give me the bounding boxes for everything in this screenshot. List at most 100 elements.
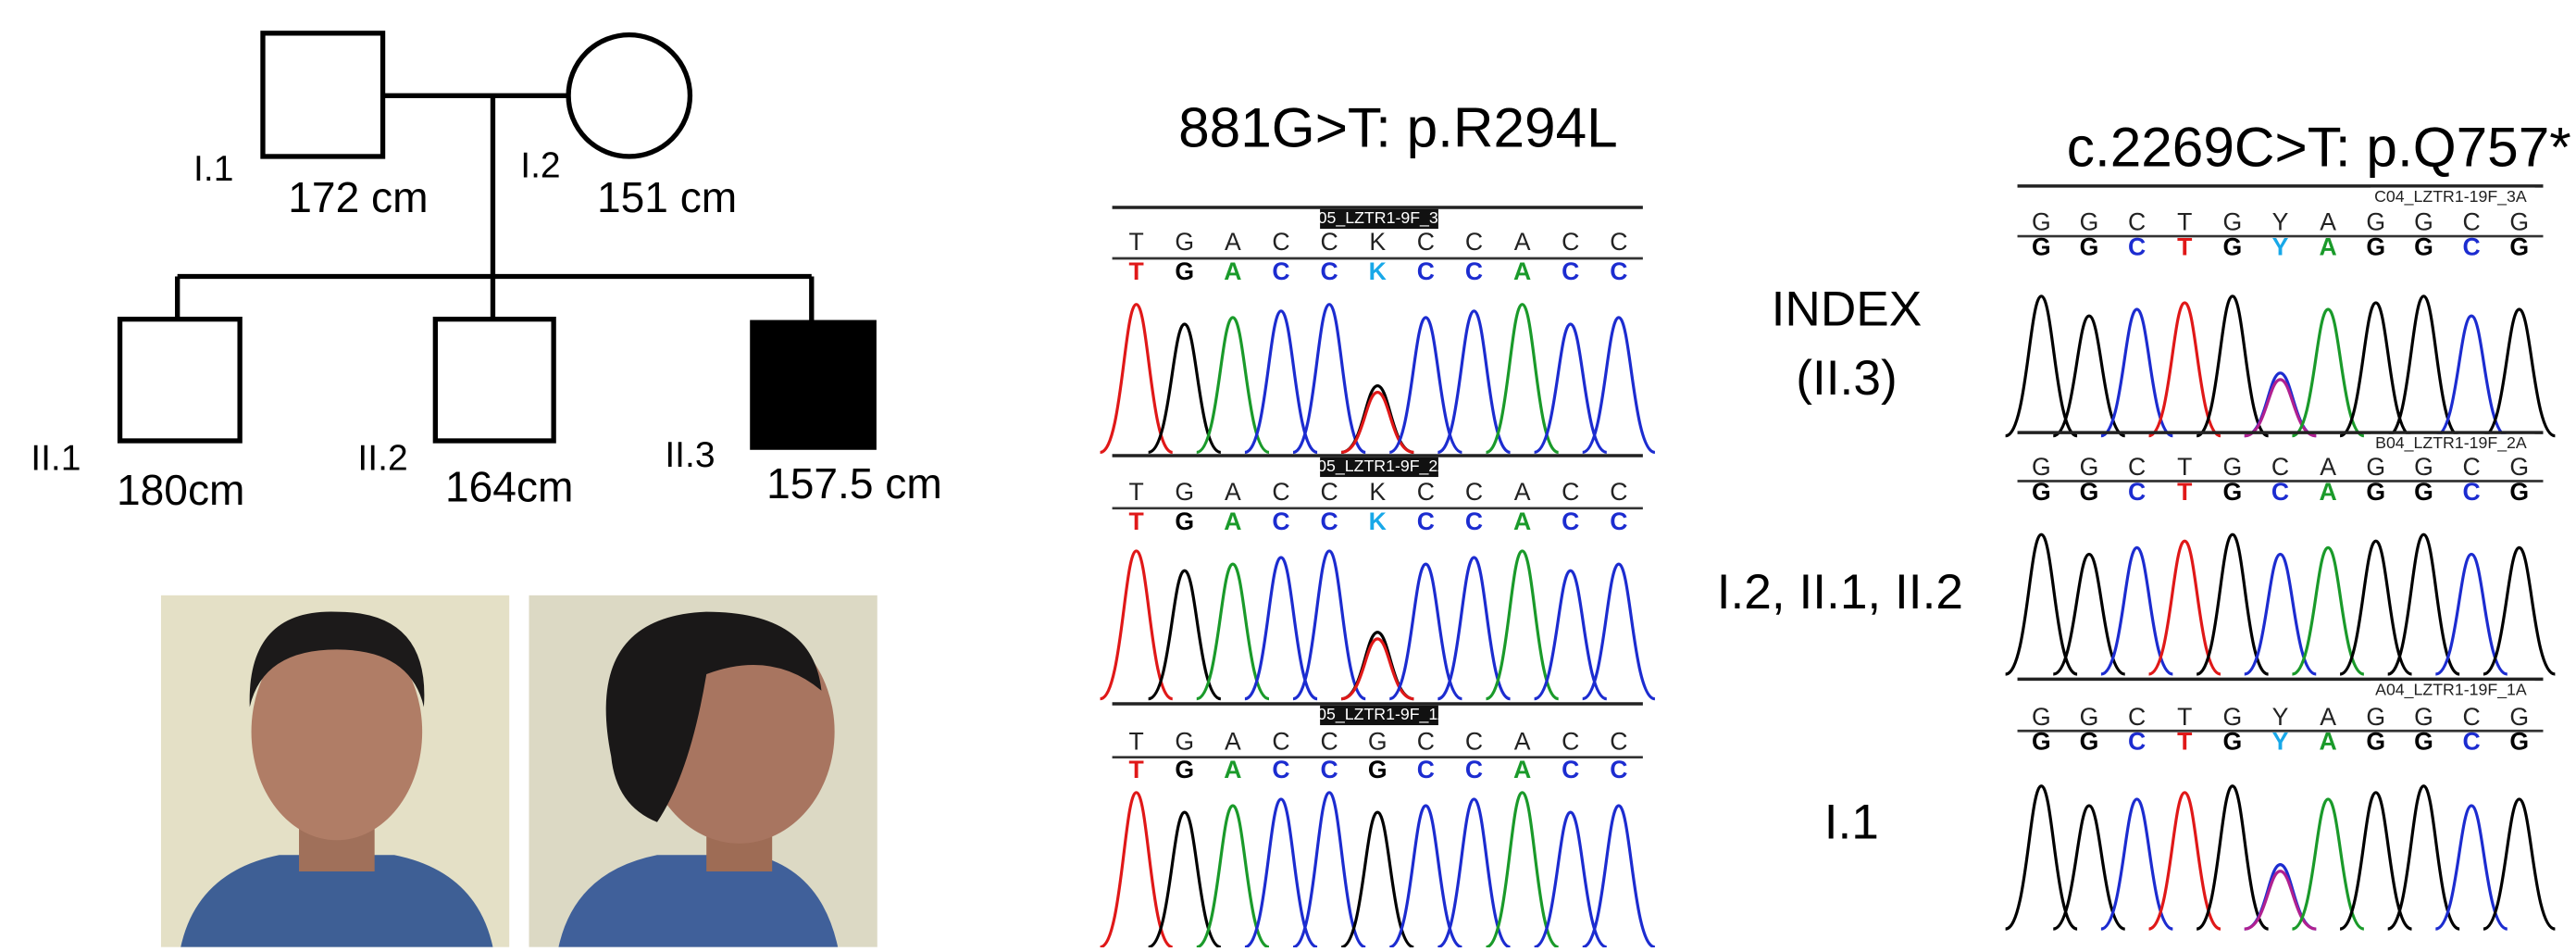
base-call: A [1514,478,1531,506]
base-call: G [2223,208,2243,236]
base-call: T [1129,507,1144,535]
base-call: G [2032,453,2051,481]
individual-id: I.1 [193,149,233,189]
base-call: T [1129,257,1144,285]
base-call: C [1272,507,1289,535]
trace-label: C05_LZTR1-9F_3A [1306,208,1450,228]
photo-front [161,595,509,947]
base-call: C [1465,756,1483,783]
base-call: G [2509,728,2529,756]
base-call: A [1224,507,1241,535]
chromatogram: B04_LZTR1-19F_2AGGGGCCTTGGCCAAGGGGCCGG [2006,432,2556,674]
height: 180cm [117,466,244,514]
female-symbol [568,35,690,157]
base-call: G [2414,703,2433,731]
base-call: G [2366,478,2385,506]
base-call: K [1369,257,1387,285]
base-call: C [2462,453,2480,481]
base-call: T [2177,208,2192,236]
male-symbol [263,33,383,157]
base-call: G [2509,478,2529,506]
base-call: T [2177,232,2192,260]
base-call: Y [2272,703,2289,731]
base-call: C [1610,728,1627,756]
base-call: K [1369,507,1387,535]
base-call: A [1224,257,1241,285]
base-call: A [2320,208,2336,236]
base-call: G [2366,728,2385,756]
base-call: G [2509,208,2529,236]
base-call: A [2320,453,2336,481]
base-call: T [1129,756,1144,783]
base-call: C [2462,728,2480,756]
row-label: INDEX [1772,282,1923,337]
base-call: C [1417,756,1435,783]
base-call: A [1514,228,1531,256]
base-call: C [2271,453,2289,481]
base-call: C [1610,257,1627,285]
affected-male-symbol [753,322,874,447]
base-call: C [1272,228,1289,256]
base-call: C [1417,478,1435,506]
base-call: C [2128,208,2146,236]
base-call: C [1562,728,1579,756]
base-call: G [2032,703,2051,731]
base-call: A [1225,228,1241,256]
base-call: G [2223,232,2243,260]
base-call: C [2462,208,2480,236]
base-call: G [2223,478,2243,506]
base-call: C [2128,232,2146,260]
base-call: C [1417,257,1435,285]
base-call: G [2366,208,2385,236]
base-call: C [2271,478,2289,506]
base-call: T [2177,703,2192,731]
base-call: G [2366,453,2385,481]
base-call: C [1562,756,1579,783]
base-call: G [1368,756,1388,783]
peak [2245,865,2316,929]
base-call: C [1272,478,1289,506]
base-call: Y [2272,232,2289,260]
base-call: G [2080,453,2099,481]
base-call: T [2177,478,2192,506]
trace-label: C04_LZTR1-19F_3A [2374,187,2527,207]
base-call: G [1175,228,1194,256]
base-call: C [1610,507,1627,535]
base-call: A [1224,756,1241,783]
base-call: C [2462,703,2480,731]
base-call: G [2080,232,2099,260]
base-call: A [1514,728,1531,756]
base-call: G [1175,507,1194,535]
height: 151 cm [597,173,737,221]
base-call: C [2128,703,2146,731]
base-call: A [2320,232,2337,260]
base-call: G [2032,208,2051,236]
base-call: C [1272,756,1289,783]
base-call: C [1417,228,1435,256]
photo-profile [529,595,877,947]
base-call: C [1417,728,1435,756]
base-call: C [2128,478,2146,506]
base-call: C [1465,257,1483,285]
trace-label: A05_LZTR1-9F_1A [1306,705,1449,724]
peak [1341,386,1413,453]
base-call: G [2032,478,2051,506]
row-label: (II.3) [1796,351,1897,406]
base-call: G [2080,478,2099,506]
base-call: C [1610,228,1627,256]
base-call: C [1610,756,1627,783]
base-call: A [2320,703,2336,731]
base-call: Y [2272,208,2289,236]
base-call: C [1321,507,1338,535]
base-call: G [2032,728,2051,756]
base-call: A [2320,728,2337,756]
base-call: G [2223,728,2243,756]
base-call: C [2462,478,2480,506]
base-call: G [2223,703,2243,731]
base-call: T [2177,453,2192,481]
individual-id: II.2 [357,439,407,479]
row-label: I.2, II.1, II.2 [1717,565,1963,620]
height: 157.5 cm [766,459,942,507]
